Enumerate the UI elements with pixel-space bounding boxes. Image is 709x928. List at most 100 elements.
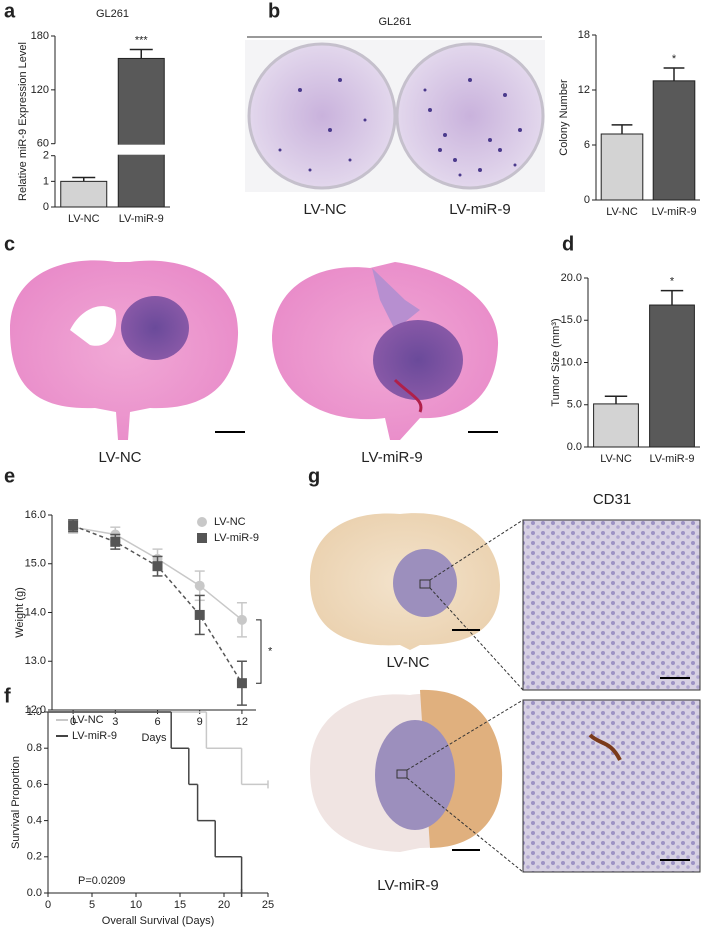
y-tick-label: 15.0	[561, 314, 582, 326]
legend-marker	[197, 517, 207, 527]
y-tick-label: 12	[578, 84, 590, 96]
image-caption: LV-NC	[98, 449, 141, 466]
x-tick-label: 0	[70, 716, 76, 728]
y-tick-label: 14.0	[25, 606, 46, 618]
y-axis-label: Weight (g)	[14, 587, 26, 638]
x-tick-label: 5	[89, 899, 95, 911]
y-tick-label: 0	[43, 201, 49, 213]
y-tick-label: 0.4	[27, 815, 42, 827]
chart-title: GL261	[96, 8, 129, 20]
x-tick-label: 15	[174, 899, 186, 911]
x-tick-label: LV-miR-9	[651, 206, 696, 218]
x-tick-label: LV-NC	[600, 453, 632, 465]
x-tick-label: 3	[112, 716, 118, 728]
image-caption: LV-miR-9	[377, 877, 438, 894]
marker	[194, 580, 205, 591]
y-tick-label: 15.0	[25, 558, 46, 570]
colony-photo: GL261 LV-NC LV-miR-9	[245, 16, 545, 218]
y-tick-label: 0.6	[27, 778, 42, 790]
ventricle	[70, 306, 117, 346]
bar	[593, 403, 639, 448]
bar	[600, 133, 644, 201]
axis-break-gap	[117, 144, 166, 155]
y-tick-label: 6	[584, 139, 590, 151]
image-caption: LV-NC	[386, 654, 429, 671]
tumor	[121, 296, 189, 360]
panel-label: a	[4, 0, 16, 22]
dish	[395, 42, 545, 190]
zoom-box	[419, 579, 431, 589]
marker	[236, 614, 247, 625]
x-tick-label: LV-miR-9	[649, 453, 694, 465]
significance: *	[672, 53, 677, 65]
tumor-edge	[372, 268, 420, 330]
x-tick-label: LV-miR-9	[119, 213, 164, 225]
bar	[652, 80, 696, 201]
hemorrhage	[393, 378, 423, 413]
brain-section	[10, 260, 239, 440]
y-tick-label: 120	[31, 84, 49, 96]
legend-label: LV-miR-9	[214, 532, 259, 544]
y-tick-label: 5.0	[567, 399, 582, 411]
panel-label: f	[4, 685, 11, 707]
y-tick-label: 18	[578, 29, 590, 41]
panel-label: e	[4, 465, 15, 487]
zoom-box	[396, 769, 408, 779]
x-tick-label: 25	[262, 899, 274, 911]
y-tick-label: 2	[43, 150, 49, 162]
x-tick-label: LV-NC	[68, 213, 100, 225]
bar	[649, 304, 695, 448]
y-axis-label: Colony Number	[558, 79, 570, 156]
marker	[110, 536, 121, 547]
x-tick-label: 9	[197, 716, 203, 728]
x-tick-label: 12	[236, 716, 248, 728]
tumor	[375, 720, 455, 830]
bar	[117, 57, 165, 208]
y-tick-label: 10.0	[561, 356, 582, 368]
dish	[247, 42, 397, 190]
panel-label: c	[4, 233, 15, 255]
y-tick-label: 0.0	[567, 441, 582, 453]
image-caption: LV-NC	[303, 201, 346, 218]
colonies	[278, 78, 522, 177]
vessel-stain	[588, 733, 622, 761]
image-caption: LV-miR-9	[449, 201, 510, 218]
significance-bracket	[256, 619, 262, 684]
y-axis-label: Survival Proportion	[10, 756, 22, 849]
y-tick-label: 1.0	[27, 706, 42, 718]
y-tick-label: 12.0	[25, 704, 46, 716]
y-tick-label: 16.0	[25, 509, 46, 521]
legend-label: LV-miR-9	[72, 730, 117, 742]
significance: ***	[135, 34, 149, 46]
panel-label: b	[268, 0, 280, 22]
marker	[152, 561, 163, 572]
zoom-line	[429, 519, 524, 581]
y-tick-label: 0.0	[27, 887, 42, 899]
legend-label: LV-NC	[72, 714, 104, 726]
image-title: CD31	[593, 491, 631, 508]
significance: *	[670, 276, 675, 288]
x-tick-label: 0	[45, 899, 51, 911]
x-axis-label: Days	[141, 732, 167, 744]
x-axis-label: Overall Survival (Days)	[102, 915, 214, 927]
y-tick-label: 20.0	[561, 272, 582, 284]
panel-label: d	[562, 233, 574, 255]
y-tick-label: 1	[43, 175, 49, 187]
x-tick-label: LV-NC	[606, 206, 638, 218]
micrograph	[522, 699, 701, 873]
he-brain-photos: LV-NC LV-miR-9	[10, 260, 499, 466]
y-tick-label: 0	[584, 194, 590, 206]
legend-marker	[197, 533, 207, 543]
y-tick-label: 60	[37, 138, 49, 150]
cd31-photos: CD31 LV-NC LV-miR-9	[310, 491, 701, 894]
marker	[194, 609, 205, 620]
y-axis-label: Relative miR-9 Expression Level	[17, 42, 29, 201]
significance: *	[268, 645, 273, 657]
zoom-line	[406, 699, 524, 771]
y-axis-label: Tumor Size (mm³)	[550, 318, 562, 406]
x-tick-label: 10	[130, 899, 142, 911]
bar	[60, 180, 108, 208]
image-caption: LV-miR-9	[361, 449, 422, 466]
y-tick-label: 0.8	[27, 742, 42, 754]
tumor	[373, 320, 463, 400]
